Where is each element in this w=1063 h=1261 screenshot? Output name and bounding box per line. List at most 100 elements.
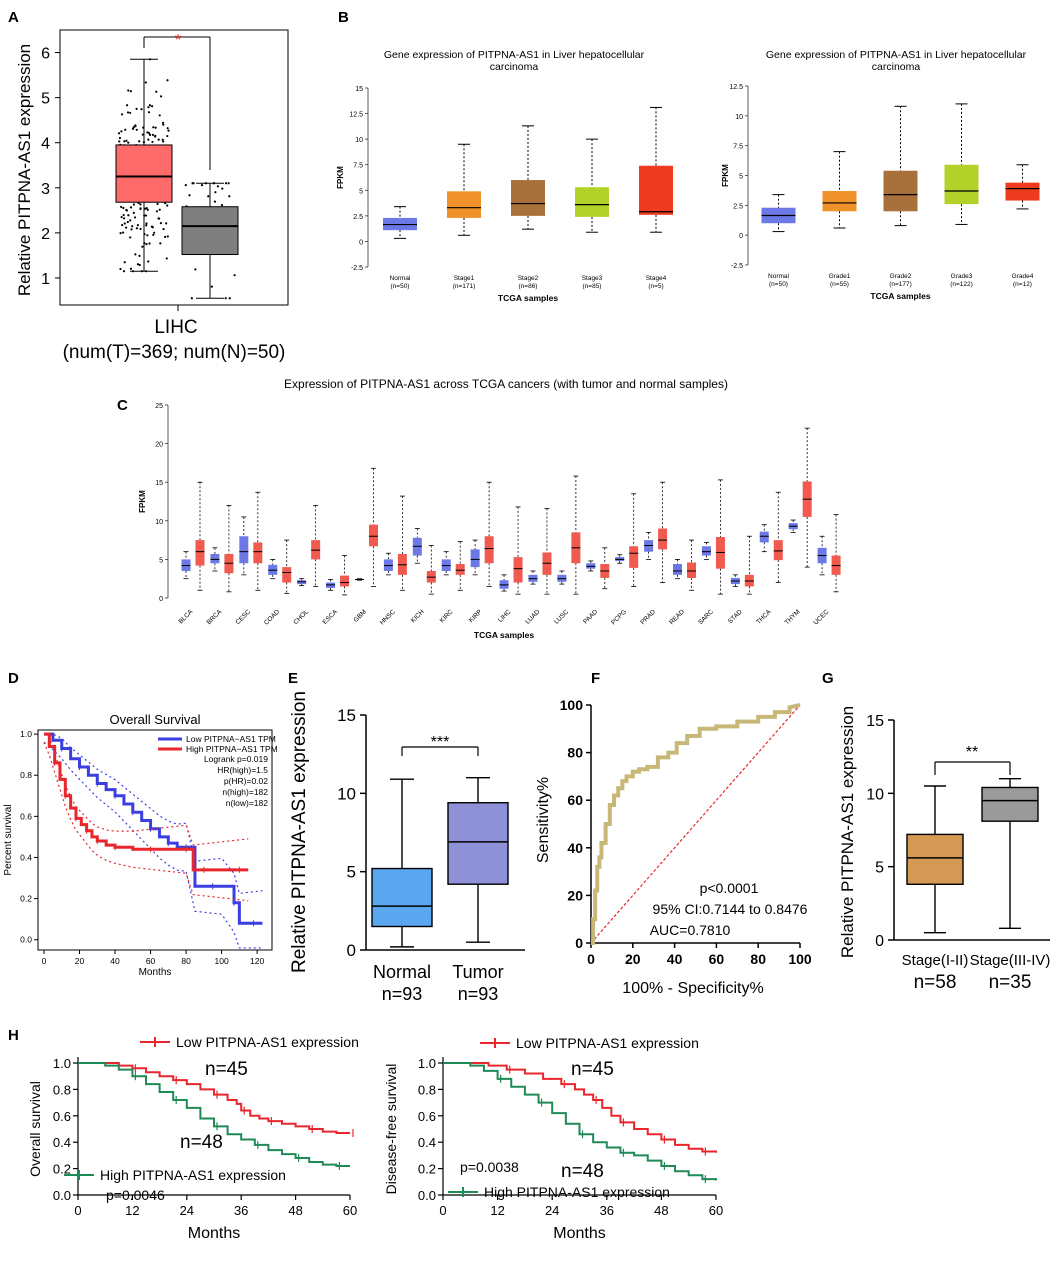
panel-d-frame (37, 729, 273, 951)
jitter-point (227, 182, 230, 185)
jitter-point (145, 224, 148, 227)
jitter-point (119, 232, 122, 235)
box-iqr (1005, 182, 1040, 201)
ci-lower-1 (43, 742, 249, 902)
jitter-point (158, 208, 161, 211)
x-tick-label: COAD (263, 608, 281, 626)
ci-label: 95% CI:0.7144 to 0.8476 (653, 901, 808, 917)
y-axis-label: Relative PITPNA-AS1 expression (15, 44, 34, 296)
jitter-point (130, 228, 133, 231)
jitter-point (125, 208, 128, 212)
jitter-point (133, 216, 137, 219)
jitter-point (151, 133, 154, 137)
y-axis-label: Relative PITPNA-AS1 expression (289, 691, 310, 973)
x-tick-label: BRCA (206, 608, 224, 626)
y-tick-label: 60 (567, 792, 583, 808)
y-tick-label: 15 (866, 713, 884, 730)
jitter-point (220, 203, 224, 207)
x-tick-label: 80 (181, 956, 191, 966)
box-normal-thym (788, 519, 798, 533)
y-tick-label: 0 (739, 233, 743, 240)
box-normal-prad (644, 531, 654, 560)
jitter-point (151, 105, 154, 108)
x-tick-label: CHOL (292, 608, 310, 626)
box-iqr (484, 536, 494, 564)
y-tick-label: -2.5 (731, 263, 743, 270)
y-tick-label: 4 (41, 136, 50, 153)
x-axis-label: TCGA samples (474, 630, 534, 640)
y-tick-label: 5 (159, 557, 163, 564)
jitter-point (213, 200, 217, 203)
jitter-point (136, 224, 140, 227)
x-tick-label: 40 (667, 951, 683, 967)
chart-title: carcinoma (490, 61, 539, 73)
y-tick-label: 0.4 (418, 1135, 436, 1150)
jitter-point (135, 227, 138, 230)
stats-label: p(HR)=0.02 (224, 776, 268, 786)
box-iqr (447, 191, 481, 218)
x-axis-label: Months (188, 1225, 240, 1242)
chart-title: Gene expression of PITPNA-AS1 in Liver h… (384, 49, 645, 61)
jitter-point (159, 221, 163, 225)
x-tick-label: ESCA (322, 608, 340, 626)
jitter-point (129, 219, 132, 222)
y-tick-label: 5 (739, 174, 743, 181)
x-tick-label: PRAD (639, 608, 657, 626)
y-tick-label: 20 (567, 887, 583, 903)
x-tick-n: (n=177) (889, 281, 912, 288)
box-tumor (447, 776, 509, 943)
y-tick-label: 1.0 (20, 729, 32, 739)
box-stage1 (447, 143, 481, 236)
jitter-point (139, 207, 142, 211)
jitter-point (146, 234, 149, 237)
box-tumor-coad (282, 539, 292, 594)
jitter-point (144, 214, 148, 217)
jitter-point (151, 140, 154, 144)
y-tick-label: 7.5 (733, 144, 743, 151)
y-tick-label: 0.6 (53, 1109, 71, 1124)
x-tick-label: KIRP (468, 608, 484, 624)
y-tick-label: -2.5 (351, 265, 363, 272)
x-tick-label: Normal (373, 962, 431, 982)
y-tick-label: 40 (567, 840, 583, 856)
box-tumor-read (687, 539, 697, 591)
jitter-point (228, 195, 231, 198)
box-iqr (511, 180, 545, 216)
annotation: p=0.0038 (460, 1159, 519, 1175)
box-stage3 (575, 138, 609, 233)
significance-stars: ** (966, 744, 978, 761)
y-axis-label: Overall survival (27, 1081, 43, 1177)
box-iqr (701, 546, 711, 556)
jitter-point (140, 108, 143, 111)
box-iqr (368, 524, 378, 547)
panel-letter-D: D (8, 670, 19, 687)
box-iqr (195, 540, 205, 566)
box-iqr (759, 531, 769, 543)
jitter-point (125, 104, 129, 107)
box-tumor-thym (802, 427, 812, 568)
jitter-point (162, 227, 165, 231)
box-stage-iii-iv (981, 777, 1039, 929)
box-tumor-kirp (484, 481, 494, 587)
x-tick-label: 20 (625, 951, 641, 967)
jitter-point (121, 231, 125, 234)
jitter-point (119, 267, 122, 271)
box-tumor-blca (195, 481, 205, 591)
x-axis-label: Months (139, 967, 172, 978)
legend-label: High PITPNA-AS1 expression (100, 1167, 286, 1183)
box-normal-brca (210, 547, 220, 572)
jitter-point (126, 111, 130, 114)
x-tick-label: Stage1 (454, 275, 475, 282)
survival-curve-0 (78, 1062, 350, 1134)
y-tick-label: 0.0 (20, 935, 32, 945)
x-tick-n: (n=122) (950, 281, 973, 288)
survival-curve-0 (44, 732, 263, 925)
chart-title: Overall Survival (109, 712, 200, 727)
jitter-point (144, 81, 147, 84)
reference-diagonal (590, 704, 801, 944)
y-tick-label: 0.2 (418, 1162, 436, 1177)
box-stage2 (511, 125, 545, 230)
y-tick-label: 2.5 (733, 203, 743, 210)
box-tumor-esca (340, 555, 350, 596)
box-normal-chol (297, 578, 307, 587)
